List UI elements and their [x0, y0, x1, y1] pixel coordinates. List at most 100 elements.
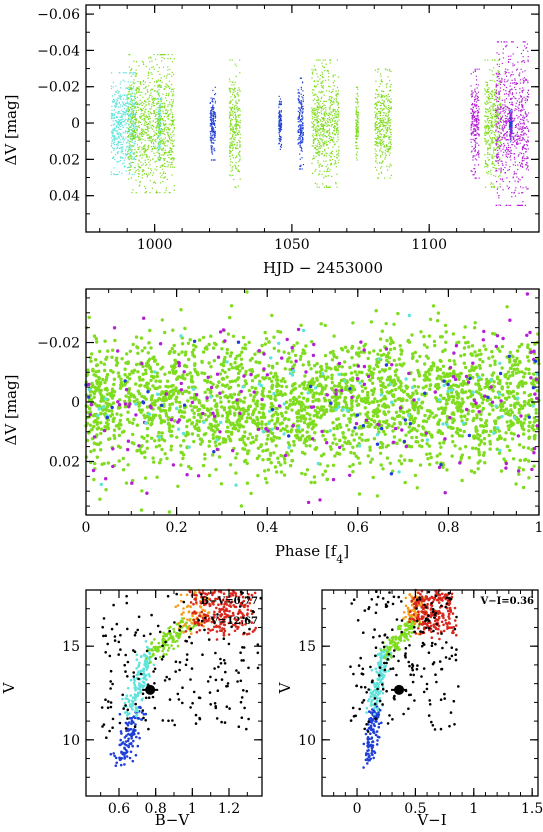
lightcurve-point [126, 167, 128, 169]
lightcurve-point [498, 78, 500, 80]
lightcurve-point [166, 131, 168, 133]
lightcurve-point [239, 125, 241, 127]
lightcurve-point [128, 170, 130, 172]
lightcurve-point [133, 123, 135, 125]
lightcurve-point [140, 83, 142, 86]
lightcurve-point [337, 116, 339, 118]
lightcurve-point [332, 82, 334, 84]
lightcurve-point [502, 137, 504, 139]
lightcurve-point [144, 118, 146, 120]
lightcurve-point [210, 111, 212, 113]
lightcurve-point [299, 168, 301, 170]
lightcurve-point [313, 147, 316, 149]
lightcurve-point [527, 112, 530, 114]
lightcurve-point [111, 100, 114, 102]
lightcurve-point [164, 123, 166, 125]
lightcurve-point [502, 119, 504, 121]
lightcurve-point [375, 158, 377, 160]
lightcurve-point [333, 102, 335, 104]
lightcurve-point [234, 132, 236, 134]
lightcurve-point [487, 108, 489, 110]
lightcurve-point [132, 124, 134, 126]
lightcurve-point [156, 64, 158, 66]
lightcurve-point [474, 137, 476, 140]
lightcurve-point [375, 128, 377, 130]
lightcurve-point [111, 132, 113, 134]
lightcurve-point [162, 66, 165, 68]
lightcurve-point [478, 119, 480, 121]
lightcurve-point [377, 101, 379, 103]
lightcurve-point [328, 119, 330, 121]
lightcurve-point [383, 102, 385, 104]
lightcurve-point [135, 151, 137, 153]
lightcurve-point [311, 118, 314, 120]
lightcurve-point [231, 130, 234, 132]
lightcurve-point [522, 166, 524, 168]
lightcurve-point [332, 133, 334, 135]
lightcurve-point [472, 131, 474, 133]
lightcurve-point [331, 175, 333, 177]
lightcurve-point [507, 149, 510, 151]
lightcurve-point [327, 70, 329, 72]
lightcurve-point [121, 148, 123, 150]
lightcurve-point [300, 130, 302, 132]
lightcurve-point [169, 192, 171, 194]
lightcurve-point [515, 187, 517, 189]
lightcurve-point [130, 88, 132, 90]
lightcurve-point [300, 101, 302, 103]
lightcurve-point [167, 54, 169, 56]
lightcurve-point [132, 81, 134, 83]
lightcurve-point [527, 141, 529, 143]
lightcurve-point [470, 141, 472, 143]
lightcurve-point [512, 141, 514, 143]
lightcurve-point [500, 111, 502, 113]
lightcurve-point [313, 142, 315, 144]
lightcurve-point [236, 155, 238, 157]
lightcurve-point [376, 137, 378, 139]
lightcurve-point [311, 113, 313, 115]
lightcurve-point [156, 147, 158, 149]
lightcurve-point [390, 106, 392, 108]
lightcurve-point [237, 110, 239, 112]
lightcurve-point [151, 128, 153, 130]
lightcurve-point [388, 142, 390, 144]
lightcurve-point [489, 107, 491, 109]
lightcurve-point [234, 124, 237, 126]
lightcurve-point [152, 88, 154, 90]
lightcurve-point [326, 70, 328, 72]
lightcurve-point [131, 124, 133, 126]
lightcurve-point [375, 93, 377, 95]
lightcurve-point [147, 122, 149, 125]
lightcurve-point [159, 143, 161, 145]
lightcurve-point [321, 134, 323, 136]
lightcurve-point [163, 75, 165, 77]
lightcurve-point [331, 117, 333, 119]
lightcurve-point [494, 80, 496, 83]
lightcurve-point [135, 125, 137, 127]
lightcurve-point [213, 114, 215, 116]
lightcurve-point [476, 115, 478, 118]
lightcurve-point [165, 187, 168, 189]
lightcurve-point [112, 147, 114, 149]
lightcurve-point [389, 122, 391, 124]
lightcurve-point [280, 123, 282, 126]
lightcurve-point [497, 108, 499, 110]
lightcurve-point [311, 89, 314, 91]
lightcurve-point [278, 123, 280, 125]
lightcurve-point [315, 114, 317, 116]
lightcurve-point [238, 131, 240, 133]
lightcurve-point [125, 87, 127, 89]
lightcurve-point [156, 192, 158, 194]
lightcurve-point [163, 106, 165, 108]
lightcurve-point [238, 141, 241, 143]
lightcurve-point [133, 153, 135, 156]
lightcurve-point [212, 104, 214, 106]
lightcurve-point [500, 118, 502, 120]
lightcurve-point [389, 152, 391, 154]
lightcurve-point [148, 156, 150, 158]
lightcurve-point [171, 120, 173, 122]
lightcurve-point [493, 148, 495, 150]
lightcurve-point [139, 138, 141, 141]
lightcurve-point [144, 145, 146, 147]
lightcurve-point [475, 107, 477, 109]
